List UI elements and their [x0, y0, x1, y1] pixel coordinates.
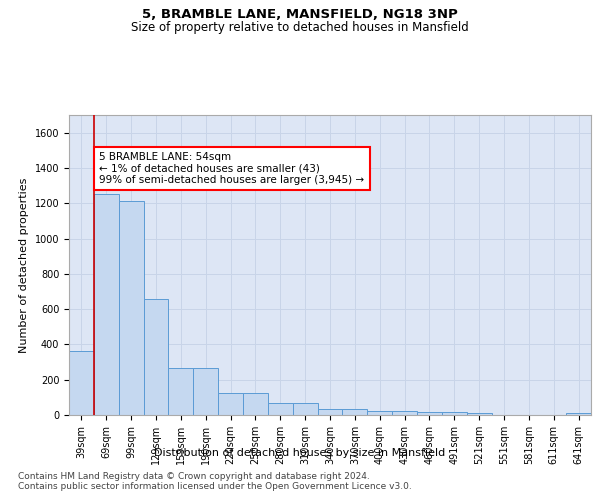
Bar — [566, 413, 591, 415]
Text: 5, BRAMBLE LANE, MANSFIELD, NG18 3NP: 5, BRAMBLE LANE, MANSFIELD, NG18 3NP — [142, 8, 458, 20]
Bar — [392, 412, 417, 415]
Bar — [367, 412, 392, 415]
Bar — [442, 412, 467, 415]
Y-axis label: Number of detached properties: Number of detached properties — [19, 178, 29, 352]
Bar — [293, 402, 317, 415]
Text: Distribution of detached houses by size in Mansfield: Distribution of detached houses by size … — [154, 448, 446, 458]
Bar — [317, 409, 343, 415]
Bar — [143, 300, 169, 415]
Bar — [169, 368, 193, 415]
Bar — [94, 194, 119, 415]
Bar — [119, 202, 143, 415]
Bar — [343, 409, 367, 415]
Bar — [243, 393, 268, 415]
Bar — [467, 413, 491, 415]
Text: Size of property relative to detached houses in Mansfield: Size of property relative to detached ho… — [131, 21, 469, 34]
Bar — [193, 368, 218, 415]
Bar — [268, 402, 293, 415]
Bar — [417, 412, 442, 415]
Text: Contains HM Land Registry data © Crown copyright and database right 2024.: Contains HM Land Registry data © Crown c… — [18, 472, 370, 481]
Bar — [69, 352, 94, 415]
Text: Contains public sector information licensed under the Open Government Licence v3: Contains public sector information licen… — [18, 482, 412, 491]
Text: 5 BRAMBLE LANE: 54sqm
← 1% of detached houses are smaller (43)
99% of semi-detac: 5 BRAMBLE LANE: 54sqm ← 1% of detached h… — [100, 152, 364, 186]
Bar — [218, 393, 243, 415]
